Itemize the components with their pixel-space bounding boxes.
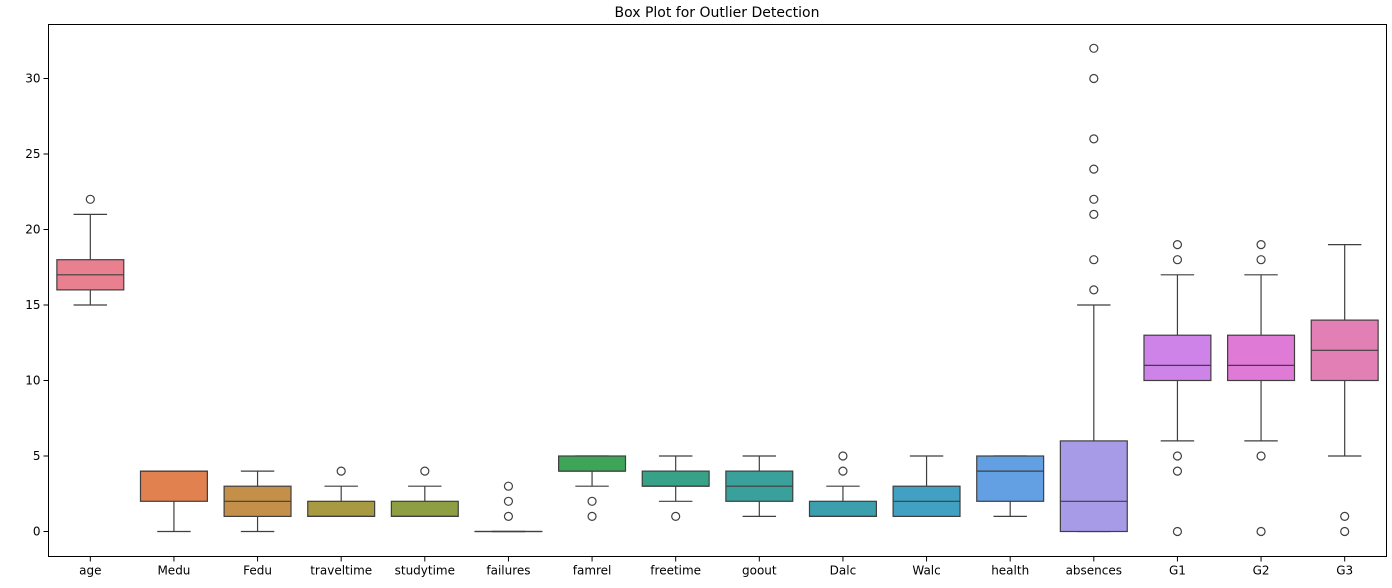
outlier-point xyxy=(1172,451,1183,461)
outlier-point xyxy=(503,496,514,506)
outlier-point xyxy=(671,511,681,522)
outlier-point xyxy=(420,466,430,476)
box-Medu xyxy=(139,470,208,533)
x-tick-label: age xyxy=(79,564,101,578)
x-tick-label: famrel xyxy=(573,564,612,578)
y-tick-label: 20 xyxy=(25,223,40,237)
x-tick-label: Fedu xyxy=(243,564,272,578)
plot-frame xyxy=(48,24,1387,557)
box-studytime xyxy=(390,466,459,518)
outlier-point xyxy=(1089,164,1099,174)
box-body xyxy=(641,470,710,487)
box-age xyxy=(56,194,125,306)
box-Dalc xyxy=(808,451,877,518)
x-tick-label: G3 xyxy=(1336,564,1353,578)
x-tick-label: goout xyxy=(742,564,777,578)
y-axis: 0 5 10 15 20 25 30 xyxy=(25,72,49,539)
y-tick-label: 5 xyxy=(33,449,41,463)
x-tick-label: G1 xyxy=(1169,564,1186,578)
outlier-point xyxy=(503,511,514,522)
x-tick-label: Medu xyxy=(157,564,190,578)
box-failures xyxy=(474,481,543,533)
y-tick-label: 30 xyxy=(25,72,40,86)
x-tick-label: freetime xyxy=(650,564,701,578)
box-famrel xyxy=(558,455,627,522)
x-tick-label: failures xyxy=(486,564,530,578)
plot-area xyxy=(56,43,1379,537)
x-tick-label: absences xyxy=(1066,564,1122,578)
outlier-point xyxy=(1172,255,1183,265)
outlier-point xyxy=(1089,285,1099,295)
box-health xyxy=(976,455,1045,518)
outlier-point xyxy=(1340,511,1350,522)
box-Fedu xyxy=(223,470,292,533)
y-tick-label: 25 xyxy=(25,147,40,161)
box-body xyxy=(558,455,627,472)
x-axis: age Medu Fedu traveltime studytime failures fa… xyxy=(79,556,1353,578)
box-body xyxy=(307,500,376,517)
outlier-point xyxy=(1340,526,1350,537)
x-tick-label: studytime xyxy=(395,564,455,578)
outlier-point xyxy=(1256,240,1266,250)
outlier-point xyxy=(85,194,95,204)
outlier-point xyxy=(1256,451,1266,461)
outlier-point xyxy=(1256,255,1266,265)
outlier-point xyxy=(1089,194,1099,204)
x-tick-label: Dalc xyxy=(830,564,857,578)
outlier-point xyxy=(1089,43,1099,53)
y-tick-label: 10 xyxy=(25,374,40,388)
box-traveltime xyxy=(307,466,376,518)
outlier-point xyxy=(503,481,514,491)
outlier-point xyxy=(1089,134,1099,144)
x-tick-label: traveltime xyxy=(310,564,372,578)
outlier-point xyxy=(1256,526,1266,537)
box-freetime xyxy=(641,455,710,522)
box-G1 xyxy=(1143,240,1212,537)
x-tick-label: G2 xyxy=(1253,564,1270,578)
x-tick-label: health xyxy=(991,564,1029,578)
box-G3 xyxy=(1310,244,1379,537)
outlier-point xyxy=(1089,73,1099,84)
outlier-point xyxy=(838,451,848,461)
y-tick-label: 0 xyxy=(33,525,41,539)
box-goout xyxy=(725,455,794,518)
box-body xyxy=(390,500,459,517)
box-absences xyxy=(1059,43,1128,533)
box-body xyxy=(1143,334,1212,382)
chart-title: Box Plot for Outlier Detection xyxy=(614,5,819,21)
outlier-point xyxy=(1172,240,1183,250)
outlier-point xyxy=(838,466,848,476)
outlier-point xyxy=(336,466,346,476)
outlier-point xyxy=(1089,255,1099,265)
outlier-point xyxy=(1172,466,1183,476)
outlier-point xyxy=(1089,209,1099,219)
outlier-point xyxy=(587,496,597,506)
box-body xyxy=(808,500,877,517)
box-body xyxy=(1227,334,1296,382)
box-G2 xyxy=(1227,240,1296,537)
box-body xyxy=(976,455,1045,502)
box-body xyxy=(139,470,208,502)
outlier-point xyxy=(1172,526,1183,537)
x-tick-label: Walc xyxy=(912,564,940,578)
box-body xyxy=(1059,440,1128,533)
y-tick-label: 15 xyxy=(25,298,40,312)
outlier-point xyxy=(587,511,597,522)
box-Walc xyxy=(892,455,961,518)
